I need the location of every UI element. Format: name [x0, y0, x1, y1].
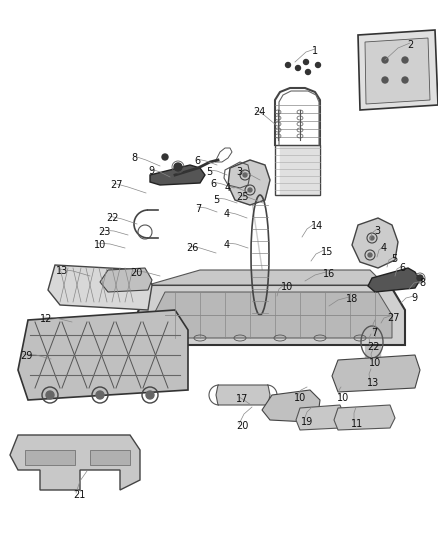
Text: 16: 16: [323, 269, 335, 279]
Text: 4: 4: [381, 243, 387, 253]
Text: 7: 7: [371, 328, 377, 338]
Text: 17: 17: [236, 394, 248, 404]
Polygon shape: [100, 268, 152, 292]
Text: 6: 6: [210, 179, 216, 189]
Text: 13: 13: [367, 378, 379, 388]
Circle shape: [368, 253, 372, 257]
Text: 6: 6: [399, 263, 405, 273]
Polygon shape: [280, 145, 318, 195]
Circle shape: [174, 163, 182, 171]
Text: 4: 4: [225, 183, 231, 193]
Text: 27: 27: [110, 180, 123, 190]
Text: 3: 3: [236, 167, 242, 177]
Polygon shape: [90, 450, 130, 465]
Polygon shape: [262, 390, 320, 422]
Text: 18: 18: [346, 294, 358, 304]
Circle shape: [305, 69, 311, 75]
Text: 7: 7: [195, 204, 201, 214]
Polygon shape: [10, 435, 140, 490]
Circle shape: [382, 57, 388, 63]
Text: 2: 2: [407, 40, 413, 50]
Polygon shape: [358, 30, 438, 110]
Polygon shape: [228, 160, 270, 205]
Text: 19: 19: [301, 417, 313, 427]
Circle shape: [248, 188, 252, 192]
Text: 22: 22: [367, 342, 379, 352]
Text: 5: 5: [206, 167, 212, 177]
Circle shape: [286, 62, 290, 68]
Text: 8: 8: [131, 153, 137, 163]
Text: 11: 11: [351, 419, 363, 429]
Polygon shape: [48, 265, 152, 310]
Polygon shape: [332, 355, 420, 392]
Text: 29: 29: [20, 351, 32, 361]
Circle shape: [162, 154, 168, 160]
Circle shape: [402, 77, 408, 83]
Text: 5: 5: [213, 195, 219, 205]
Text: 10: 10: [281, 282, 293, 292]
Polygon shape: [334, 405, 395, 430]
Polygon shape: [368, 268, 420, 292]
Circle shape: [96, 391, 104, 399]
Circle shape: [243, 173, 247, 177]
Circle shape: [46, 391, 54, 399]
Polygon shape: [25, 450, 75, 465]
Text: 14: 14: [311, 221, 323, 231]
Polygon shape: [152, 292, 392, 338]
Polygon shape: [352, 218, 398, 268]
Text: 9: 9: [148, 166, 154, 176]
Polygon shape: [18, 310, 188, 400]
Polygon shape: [216, 385, 270, 405]
Text: 12: 12: [40, 314, 53, 324]
Text: 9: 9: [411, 293, 417, 303]
Text: 10: 10: [294, 393, 306, 403]
Circle shape: [146, 391, 154, 399]
Polygon shape: [365, 38, 430, 104]
Text: 5: 5: [391, 254, 397, 264]
Text: 10: 10: [337, 393, 349, 403]
Circle shape: [417, 275, 423, 281]
Text: 10: 10: [369, 358, 381, 368]
Polygon shape: [150, 165, 205, 185]
Text: 21: 21: [73, 490, 85, 500]
Text: 15: 15: [321, 247, 333, 257]
Text: 27: 27: [387, 313, 399, 323]
Text: 20: 20: [130, 268, 142, 278]
Text: 24: 24: [253, 107, 265, 117]
Text: 1: 1: [312, 46, 318, 56]
Text: 23: 23: [98, 227, 110, 237]
Polygon shape: [296, 405, 345, 430]
Text: 4: 4: [224, 240, 230, 250]
Text: 13: 13: [56, 266, 68, 276]
Text: 3: 3: [374, 226, 380, 236]
Circle shape: [370, 236, 374, 240]
Text: 20: 20: [236, 421, 248, 431]
Text: 6: 6: [194, 156, 200, 166]
Circle shape: [296, 66, 300, 70]
Circle shape: [402, 57, 408, 63]
Polygon shape: [365, 330, 380, 358]
Text: 25: 25: [236, 192, 248, 202]
Text: 26: 26: [186, 243, 198, 253]
Circle shape: [315, 62, 321, 68]
Circle shape: [382, 77, 388, 83]
Circle shape: [304, 60, 308, 64]
Polygon shape: [148, 270, 385, 285]
Text: 4: 4: [224, 209, 230, 219]
Polygon shape: [251, 195, 269, 315]
Polygon shape: [135, 285, 405, 345]
Text: 8: 8: [419, 278, 425, 288]
Text: 22: 22: [106, 213, 119, 223]
Text: 10: 10: [94, 240, 106, 250]
